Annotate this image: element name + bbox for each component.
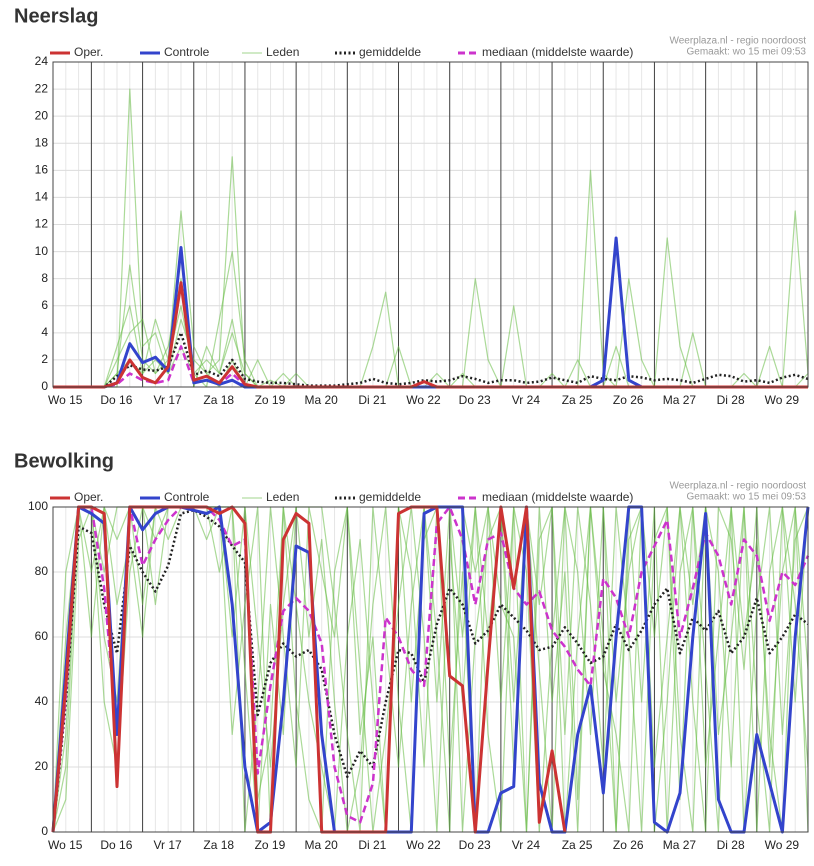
source: Weerplaza.nl - regio noordoost: [669, 481, 806, 492]
x-tick-label: Do 16: [100, 393, 132, 407]
y-tick-label: 10: [35, 244, 49, 258]
series-line: [53, 236, 808, 389]
legend-label: Leden: [266, 490, 299, 504]
x-tick-label: Zo 19: [255, 838, 286, 852]
x-tick-label: Wo 29: [765, 393, 800, 407]
y-tick-label: 40: [35, 694, 49, 708]
x-tick-label: Vr 24: [512, 393, 541, 407]
y-tick-label: 12: [35, 217, 49, 231]
y-tick-label: 16: [35, 163, 49, 177]
x-tick-label: Vr 24: [512, 838, 541, 852]
x-tick-label: Ma 27: [663, 838, 697, 852]
y-tick-label: 18: [35, 135, 49, 149]
x-tick-label: Za 25: [562, 838, 593, 852]
x-tick-label: Zo 26: [613, 838, 644, 852]
y-tick-label: 14: [35, 190, 49, 204]
legend-label: Leden: [266, 45, 299, 59]
x-tick-label: Wo 22: [406, 393, 441, 407]
y-tick-label: 80: [35, 564, 49, 578]
y-tick-label: 20: [35, 759, 49, 773]
x-tick-label: Ma 20: [304, 393, 338, 407]
x-tick-label: Do 23: [459, 838, 491, 852]
y-tick-label: 2: [41, 352, 48, 366]
x-tick-label: Wo 15: [48, 838, 83, 852]
y-tick-label: 100: [28, 499, 48, 513]
x-tick-label: Vr 17: [153, 393, 182, 407]
y-tick-label: 4: [41, 325, 48, 339]
x-tick-label: Za 18: [203, 393, 234, 407]
legend-label: gemiddelde: [359, 490, 421, 504]
legend-label: mediaan (middelste waarde): [482, 490, 633, 504]
x-tick-label: Ma 20: [304, 838, 338, 852]
created: Gemaakt: wo 15 mei 09:53: [686, 492, 806, 503]
y-tick-label: 0: [41, 824, 48, 838]
x-tick-label: Wo 22: [406, 838, 441, 852]
x-tick-label: Do 16: [100, 838, 132, 852]
x-tick-label: Di 28: [717, 393, 745, 407]
chart-title: Bewolking: [14, 450, 114, 472]
legend-label: Controle: [164, 490, 210, 504]
member-line: [53, 210, 809, 388]
x-tick-label: Za 18: [203, 838, 234, 852]
x-tick-label: Di 28: [717, 838, 745, 852]
plot-frame: [52, 61, 809, 388]
legend-label: mediaan (middelste waarde): [482, 45, 633, 59]
x-tick-label: Vr 17: [153, 838, 182, 852]
legend-label: Oper.: [74, 490, 103, 504]
x-tick-label: Di 21: [358, 838, 386, 852]
x-tick-label: Zo 26: [613, 393, 644, 407]
created: Gemaakt: wo 15 mei 09:53: [686, 47, 806, 58]
x-tick-label: Zo 19: [255, 393, 286, 407]
x-tick-label: Za 25: [562, 393, 593, 407]
y-tick-label: 60: [35, 629, 49, 643]
y-tick-label: 24: [35, 54, 49, 68]
y-tick-label: 22: [35, 81, 49, 95]
x-tick-label: Di 21: [358, 393, 386, 407]
x-tick-label: Wo 29: [765, 838, 800, 852]
y-tick-label: 20: [35, 108, 49, 122]
y-tick-label: 8: [41, 271, 48, 285]
series-line: [53, 281, 808, 389]
legend-label: Oper.: [74, 45, 103, 59]
series-line: [51, 505, 810, 833]
x-tick-label: Wo 15: [48, 393, 83, 407]
legend-label: Controle: [164, 45, 210, 59]
member-line: [53, 237, 808, 388]
plot-frame: [52, 506, 809, 833]
legend-label: gemiddelde: [359, 45, 421, 59]
y-tick-label: 6: [41, 298, 48, 312]
chart-title: Neerslag: [14, 5, 99, 27]
x-tick-label: Ma 27: [663, 393, 697, 407]
x-tick-label: Do 23: [459, 393, 491, 407]
source: Weerplaza.nl - regio noordoost: [669, 36, 806, 47]
series-line: [53, 331, 809, 389]
y-tick-label: 0: [41, 379, 48, 393]
